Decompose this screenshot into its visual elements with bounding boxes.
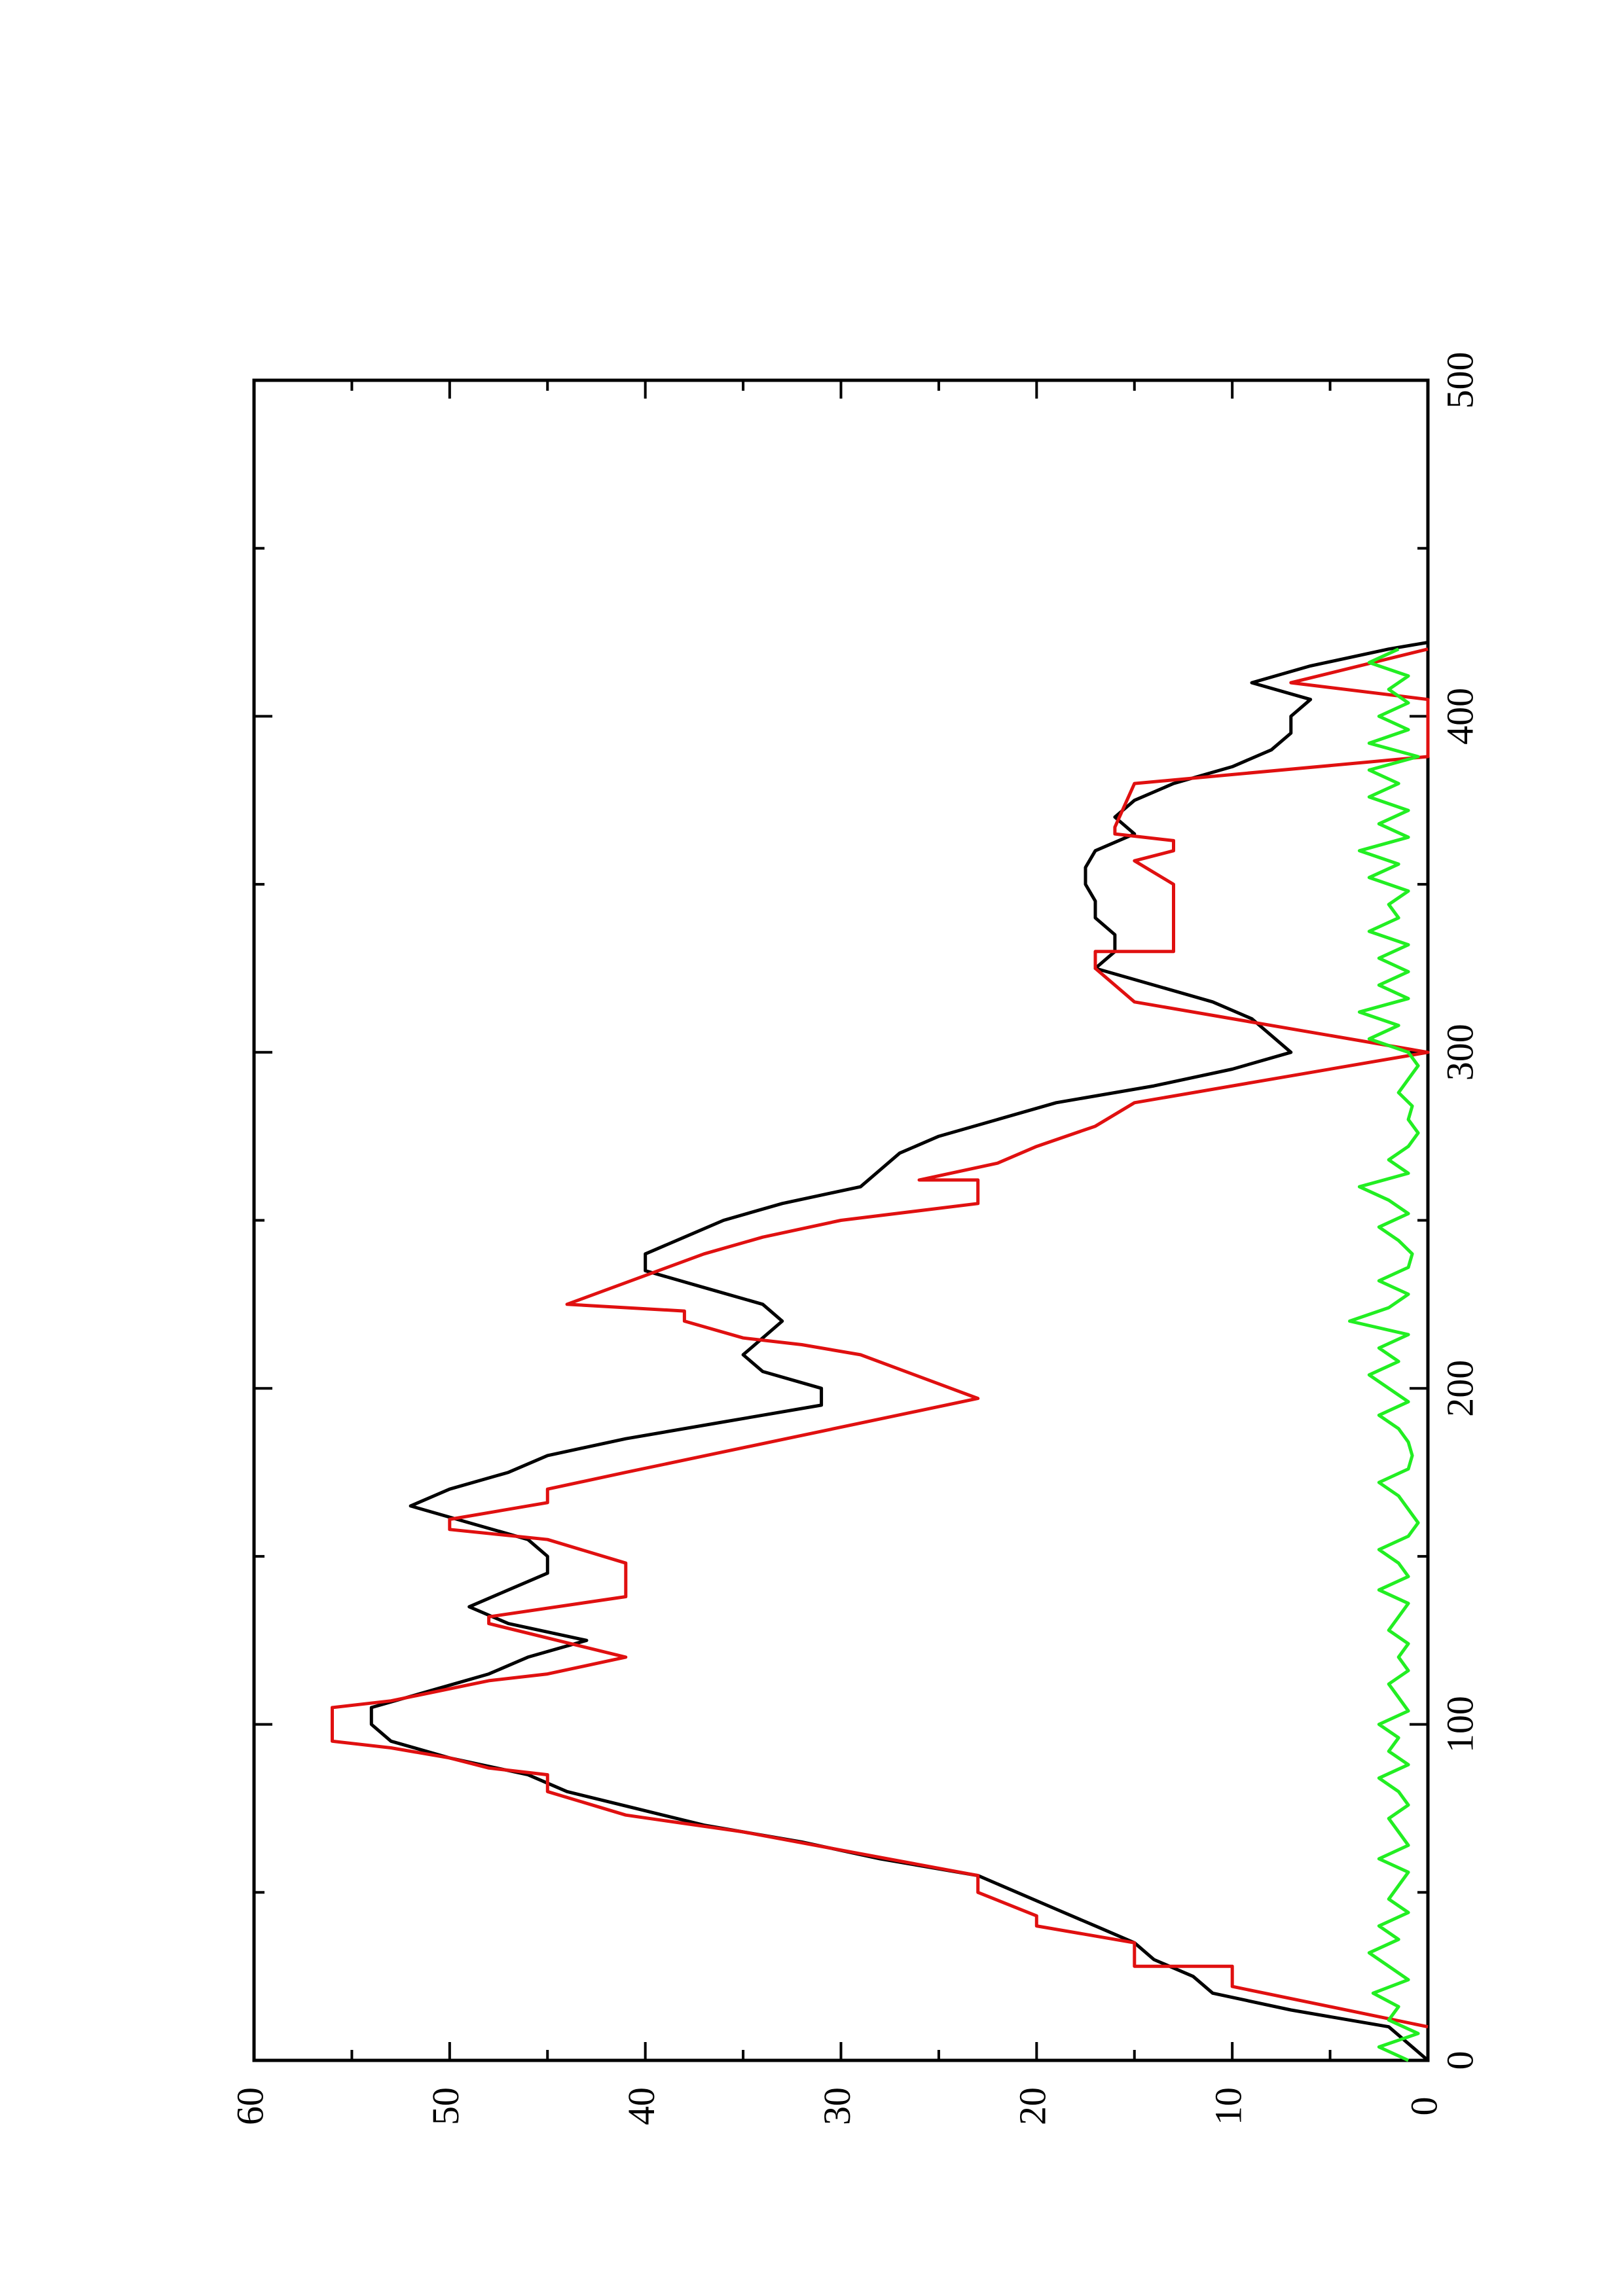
series-line: [369, 641, 1429, 2062]
x-tick-label: 200: [1438, 1360, 1481, 1417]
y-tick-label: 20: [1012, 2087, 1054, 2125]
x-tick-label: 300: [1438, 1024, 1481, 1081]
x-tick-label: 400: [1438, 688, 1481, 745]
y-tick-label: 0: [1402, 2097, 1445, 2116]
y-tick-label: 10: [1207, 2087, 1249, 2125]
series-line: [331, 647, 1430, 2029]
x-tick-label: 0: [1438, 2051, 1481, 2070]
x-tick-label: 500: [1438, 352, 1481, 409]
y-tick-label: 60: [228, 2087, 271, 2125]
y-tick-label: 50: [424, 2087, 467, 2125]
y-tick-label: 40: [620, 2087, 663, 2125]
y-tick-label: 30: [816, 2087, 858, 2125]
series-line: [1348, 647, 1420, 2062]
x-tick-label: 100: [1438, 1696, 1481, 1753]
